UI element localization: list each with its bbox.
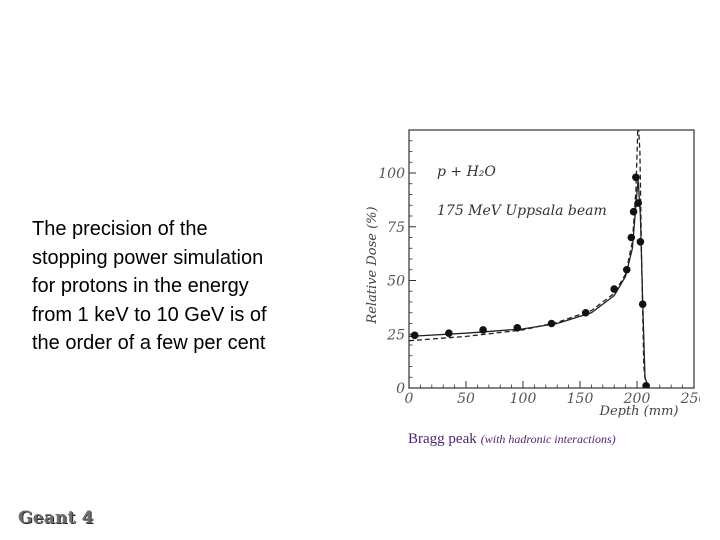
y-tick-label: 100: [378, 166, 405, 182]
body-line: stopping power simulation: [32, 246, 264, 269]
body-line: The precision of the: [32, 218, 208, 240]
data-point: [581, 308, 590, 317]
y-tick-label: 25: [386, 327, 405, 343]
chart-caption: Bragg peak (with hadronic interactions): [408, 430, 616, 448]
slide-body-text: The precision of the stopping power simu…: [32, 215, 332, 358]
data-point: [634, 199, 642, 207]
data-point: [642, 382, 650, 388]
x-tick-label: 150: [567, 391, 594, 407]
x-tick-label: 50: [457, 391, 475, 407]
data-point: [479, 326, 487, 334]
y-tick-label: 0: [396, 381, 405, 397]
annotation-beam: 175 MeV Uppsala beam: [437, 203, 607, 219]
data-point: [547, 319, 556, 328]
x-tick-label: 100: [510, 391, 537, 407]
x-tick-label: 0: [405, 391, 414, 407]
x-axis-label: Depth (mm): [599, 404, 679, 419]
annotation-reaction: p + H₂O: [437, 164, 496, 180]
data-point: [610, 285, 618, 293]
y-tick-label: 75: [387, 220, 405, 236]
axis-ticks: [408, 140, 695, 389]
data-point: [638, 300, 647, 308]
x-tick-label: 250: [680, 391, 700, 407]
caption-main: Bragg peak: [408, 431, 477, 447]
bragg-peak-chart: 0 25 50 75 100 0 50 100 150 200 250 p + H₂O 175 Me…: [365, 129, 700, 419]
data-point: [632, 173, 640, 182]
body-line: for protons in the energy: [32, 275, 249, 297]
geant4-logo: Geant 4: [18, 508, 94, 528]
y-axis-label: Relative Dose (%): [365, 206, 380, 324]
x-tick-label: 200: [623, 391, 651, 407]
data-point: [513, 324, 522, 332]
data-point: [622, 265, 631, 274]
data-point: [636, 238, 645, 246]
data-point: [410, 331, 419, 340]
data-point: [629, 207, 638, 216]
data-point: [445, 329, 453, 337]
y-tick-label: 50: [387, 274, 405, 290]
body-line: the order of a few per cent: [32, 332, 266, 354]
data-point: [627, 233, 636, 242]
data-points: [410, 173, 650, 388]
axis-tick-labels: 0 25 50 75 100 0 50 100 150 200 250: [378, 166, 700, 407]
caption-sub: (with hadronic interactions): [480, 432, 616, 446]
body-line: from 1 keV to 10 GeV is of: [32, 303, 267, 326]
